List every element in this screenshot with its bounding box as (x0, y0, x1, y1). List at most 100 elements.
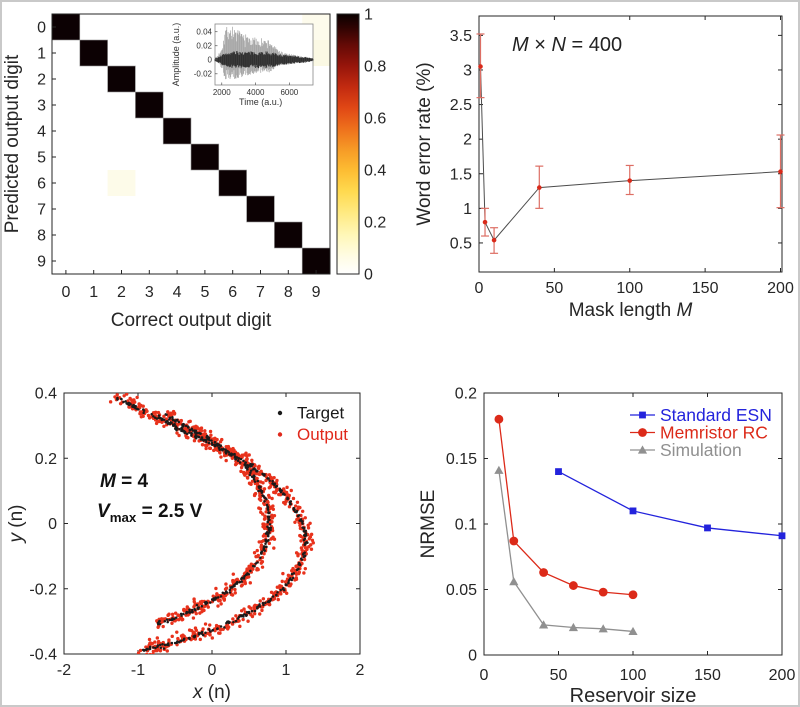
scatter-dot (265, 540, 268, 543)
scatter-dot (300, 548, 304, 552)
scatter-dot (238, 581, 242, 584)
data-point-marker (637, 445, 648, 454)
scatter-dot (240, 580, 243, 583)
scatter-dot (116, 397, 119, 401)
scatter-dot (263, 514, 267, 519)
scatter-dot (221, 448, 224, 452)
scatter-dot (224, 582, 228, 586)
scatter-dot (249, 464, 253, 468)
scatter-dot (239, 465, 244, 470)
colorbar-tick-label: 1 (364, 7, 373, 24)
scatter-dot (147, 637, 152, 642)
scatter-dot (302, 533, 306, 537)
scatter-dot (170, 634, 174, 639)
scatter-dot (276, 597, 280, 602)
scatter-dot (241, 617, 245, 622)
scatter-dot (175, 419, 178, 422)
matrix-cell-diagonal (51, 13, 81, 41)
scatter-dot (217, 443, 220, 447)
scatter-dot (209, 630, 212, 633)
scatter-dot (214, 586, 218, 591)
scatter-dot (269, 597, 273, 601)
scatter-dot (200, 632, 203, 635)
scatter-dot (242, 470, 246, 475)
scatter-dot (295, 517, 299, 522)
scatter-dot (166, 613, 170, 618)
scatter-dot (170, 612, 175, 617)
scatter-dot (193, 626, 198, 630)
scatter-dot (229, 586, 232, 589)
scatter-dot (193, 607, 196, 611)
scatter-dot (293, 504, 298, 508)
scatter-dot (165, 618, 169, 621)
scatter-dot (257, 540, 261, 544)
scatter-dot (269, 590, 274, 594)
scatter-dot (171, 416, 174, 419)
scatter-dot (132, 403, 136, 407)
scatter-dot (248, 482, 252, 486)
scatter-dot (256, 567, 260, 572)
scatter-dot (284, 591, 289, 595)
scatter-dot (279, 592, 283, 596)
y-tick-label: 0.2 (455, 386, 477, 403)
y-tick-label: 1.5 (450, 166, 472, 183)
scatter-dot (254, 476, 259, 481)
scatter-dot (178, 428, 181, 431)
scatter-dot (213, 440, 217, 444)
data-point-marker (639, 411, 646, 419)
colorbar-tick-label: 0.2 (364, 215, 386, 232)
scatter-dot (199, 426, 204, 430)
scatter-dot (294, 577, 299, 581)
scatter-dot (228, 620, 231, 624)
scatter-dot (148, 641, 153, 645)
scatter-dot (297, 567, 300, 571)
matrix-cell-diagonal (162, 117, 192, 145)
wer-series (476, 33, 785, 254)
scatter-dot (223, 592, 226, 595)
scatter-dot (203, 622, 208, 626)
scatter-dot (157, 414, 161, 417)
scatter-dot (252, 493, 257, 498)
y-tick-label: -0.2 (29, 581, 57, 598)
y-tick-label: 0.5 (450, 235, 472, 252)
scatter-dot (220, 437, 224, 442)
scatter-dot (194, 611, 198, 616)
scatter-dot (164, 417, 169, 421)
scatter-dot (299, 518, 303, 521)
scatter-dot (177, 433, 181, 438)
scatter-dot (308, 521, 312, 525)
scatter-dot (290, 569, 294, 573)
scatter-dot (190, 610, 194, 614)
scatter-dot (253, 480, 257, 483)
data-point-marker (555, 468, 562, 475)
scatter-dot (155, 636, 160, 640)
scatter-dot (247, 564, 251, 569)
scatter-dot (198, 637, 202, 642)
matrix-cell-diagonal (190, 143, 220, 171)
scatter-dot (135, 407, 139, 410)
x-axis-title: x (n) (192, 682, 231, 703)
scatter-dot (271, 507, 276, 511)
scatter-dot (260, 550, 264, 553)
matrix-cell-diagonal (135, 91, 164, 119)
scatter-dot (255, 472, 259, 476)
scatter-dot (259, 498, 263, 502)
scatter-dot (255, 548, 259, 553)
wer-axes: 0 50 100 150 200 0.5 1 1.5 2 2.5 3 3.5 (450, 15, 794, 297)
scatter-dot (188, 611, 192, 614)
scatter-dot (190, 432, 193, 436)
scatter-dot (301, 520, 304, 523)
y-tick-label: 1 (37, 46, 46, 63)
scatter-dot (170, 641, 174, 645)
scatter-dot (195, 425, 199, 429)
inset-waveform: 2000 4000 6000 0.04 0.02 0 -0.02 Time (a.u.) Amp… (171, 23, 314, 107)
data-point-marker (509, 577, 519, 586)
x-tick-label: 0 (61, 284, 70, 301)
scatter-dot (263, 496, 266, 499)
y-tick-label: 0 (48, 516, 57, 533)
scatter-dot (259, 480, 263, 484)
scatter-dot (200, 443, 205, 447)
scatter-dot (231, 572, 236, 576)
scatter-dot (297, 514, 301, 517)
scatter-dot (245, 454, 249, 458)
